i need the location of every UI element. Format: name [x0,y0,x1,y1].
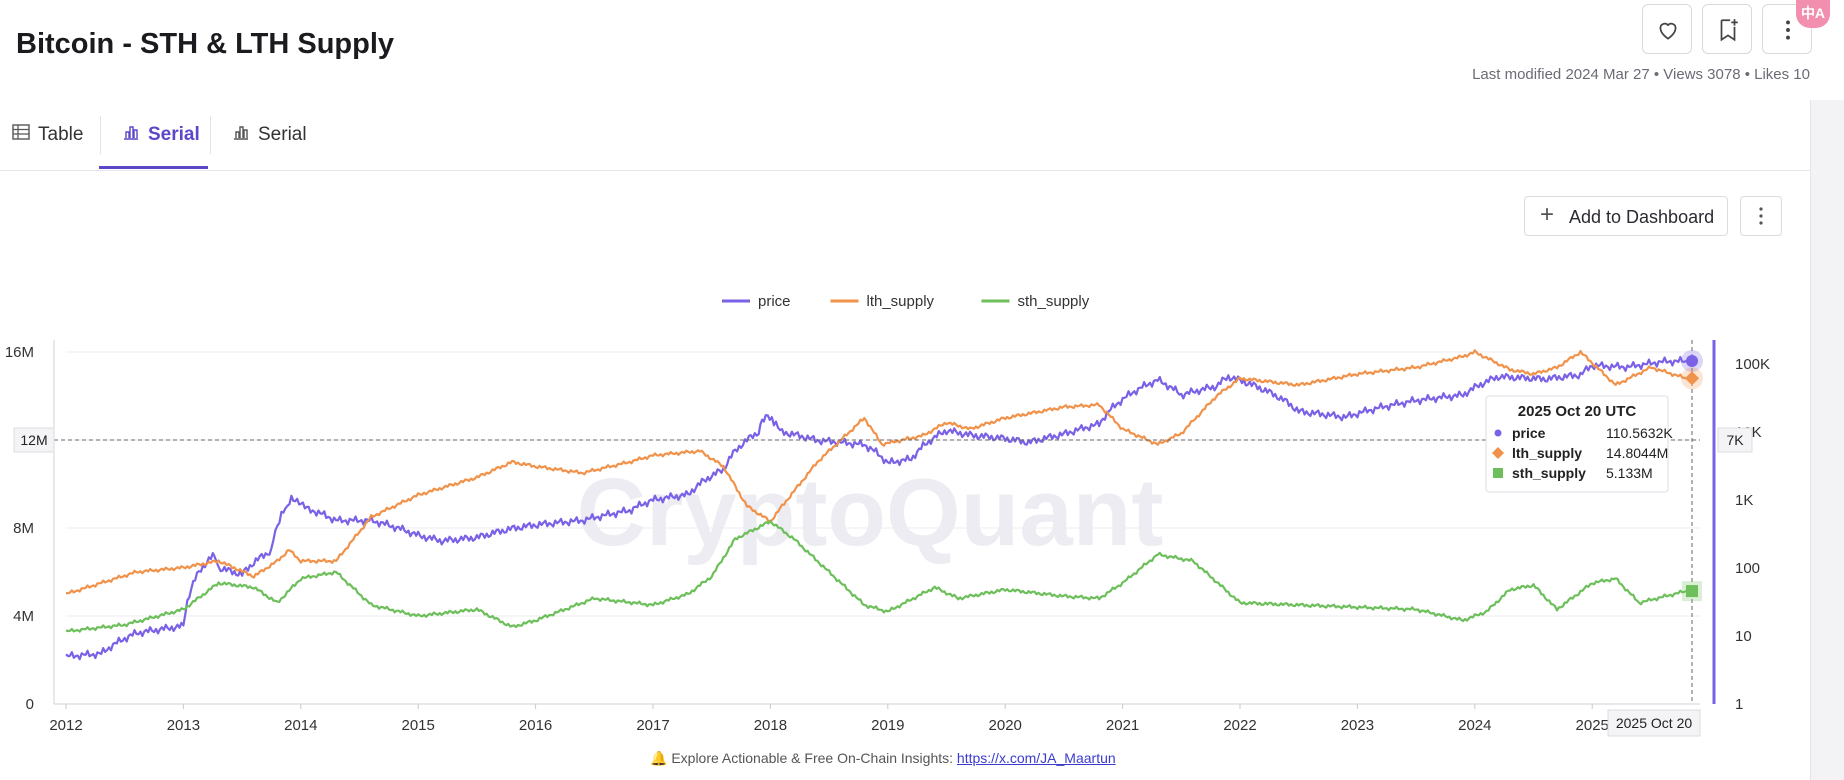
y-right-tick-label: 100K [1735,356,1770,373]
heart-icon [1659,22,1677,40]
x-tick-label: 2022 [1223,717,1256,734]
legend-label: price [758,293,791,310]
y-right-tick-label: 100 [1735,560,1760,577]
y-right-tick-label: 1 [1735,696,1743,713]
x-tick-label: 2024 [1458,717,1491,734]
x-tick-label: 2019 [871,717,904,734]
bar-chart-icon [234,126,248,140]
y-left-tick-label: 16M [5,344,34,361]
sth-marker [1686,585,1698,598]
footer-text: 🔔 Explore Actionable & Free On-Chain Ins… [650,750,957,766]
watermark: CryptoQuant [577,459,1164,566]
more-vertical-icon [1786,20,1790,40]
tooltip-series-name: price [1512,425,1546,441]
legend-label: lth_supply [867,293,935,310]
page-header: Bitcoin - STH & LTH Supply Last modified… [0,0,1844,100]
tab-serial-active[interactable]: Serial [122,116,212,156]
tooltip-series-value: 14.8044M [1606,445,1668,461]
tooltip-marker [1492,447,1504,459]
y-left-tick-label: 8M [13,520,34,537]
bookmark-button[interactable] [1702,4,1752,54]
tooltip-box [1485,395,1669,493]
crosshair-x-label-box [1607,709,1701,737]
x-tick-label: 2013 [167,717,200,734]
series-line-sth_supply [65,519,1687,633]
tooltip-series-name: lth_supply [1512,445,1582,461]
tab-label: Table [38,124,84,145]
tab-table[interactable]: Table [12,116,92,156]
add-to-dashboard-label: Add to Dashboard [1569,207,1715,227]
bar-chart-icon [124,126,138,140]
crosshair-y-right-label: 7K [1726,432,1744,448]
x-tick-label: 2025 [1576,717,1609,734]
table-icon [12,124,30,140]
x-tick-label: 2016 [519,717,552,734]
chart-legend: price lth_supply sth_supply [722,293,1090,310]
x-tick-label: 2015 [402,717,435,734]
chart-series [65,349,1687,661]
x-tick-label: 2020 [989,717,1022,734]
crosshair-y-right-label-box [1717,427,1753,453]
chart-axes: 04M8M16M1101001K10K100K20122013201420152… [5,340,1770,734]
series-line-lth_supply [65,349,1687,595]
tooltip-series-name: sth_supply [1512,465,1586,481]
x-tick-label: 2012 [49,717,82,734]
tooltip-marker [1494,429,1502,437]
more-vertical-icon [1759,207,1763,225]
y-right-tick-label: 10 [1735,628,1752,645]
add-to-dashboard-button[interactable]: + Add to Dashboard [1524,196,1728,236]
series-line-price [65,356,1687,661]
x-tick-label: 2017 [636,717,669,734]
price-marker [1686,355,1698,368]
bookmark-add-icon [1720,19,1738,42]
active-tab-indicator [99,166,208,169]
x-tick-label: 2021 [1106,717,1139,734]
legend-label: sth_supply [1018,293,1090,310]
y-left-tick-label: 4M [13,608,34,625]
chart-more-button[interactable] [1740,196,1782,236]
like-button[interactable] [1642,4,1692,54]
tab-divider [210,116,211,154]
chart-crosshair: 12M 7K 2025 Oct 20 2025 Oct 20 UTC price 110.… [13,340,1753,737]
x-tick-label: 2014 [284,717,317,734]
page-title: Bitcoin - STH & LTH Supply [16,28,395,60]
crosshair-y-left-label: 12M [20,432,47,448]
y-left-tick-label: 0 [26,696,34,713]
x-tick-label: 2023 [1341,717,1374,734]
translate-badge[interactable]: 中A [1796,0,1830,28]
tab-bar: Table Serial Serial [0,100,1810,171]
y-right-tick-label: 1K [1735,492,1753,509]
tab-label: Serial [148,124,200,145]
crosshair-y-left-label-box [13,427,55,453]
footer-link[interactable]: https://x.com/JA_Maartun [956,750,1116,766]
crosshair-x-label: 2025 Oct 20 [1616,715,1692,731]
lth-marker [1685,371,1699,386]
tooltip-series-value: 5.133M [1606,465,1653,481]
tooltip-title: 2025 Oct 20 UTC [1518,403,1637,420]
footer-note: 🔔 Explore Actionable & Free On-Chain Ins… [650,750,1116,767]
tooltip-series-value: 110.5632K [1606,425,1673,441]
tab-divider [100,116,101,154]
x-tick-label: 2018 [754,717,787,734]
tooltip-marker [1493,468,1503,478]
plus-icon: + [1540,201,1555,228]
tab-label: Serial [258,124,307,145]
tab-serial[interactable]: Serial [232,116,322,156]
page-meta: Last modified 2024 Mar 27 • Views 3078 •… [1472,66,1810,83]
